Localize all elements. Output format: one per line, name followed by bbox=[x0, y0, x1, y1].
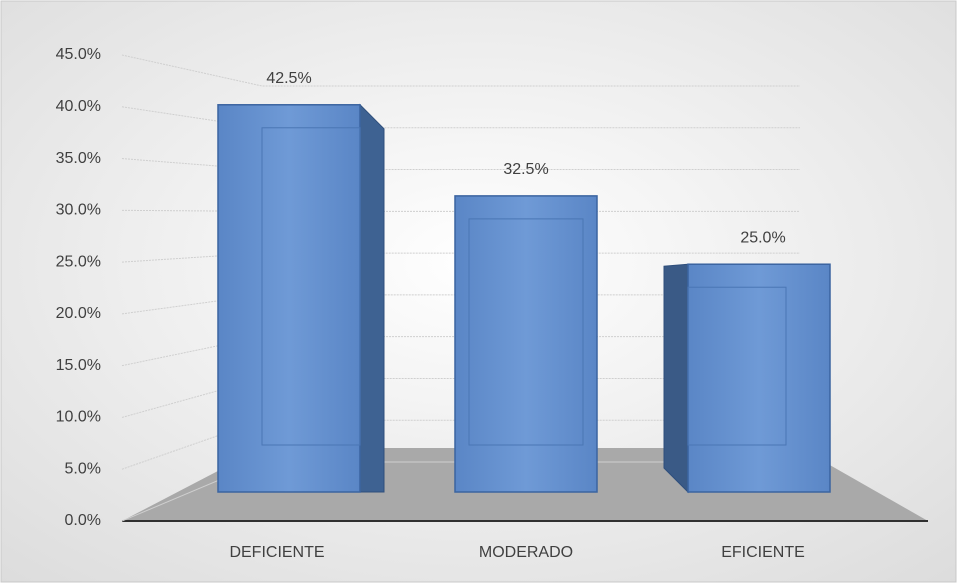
bar bbox=[454, 195, 598, 493]
y-tick-label: 15.0% bbox=[56, 357, 101, 374]
grid-line bbox=[121, 252, 800, 263]
grid-line bbox=[121, 54, 800, 87]
bar-inner bbox=[468, 218, 584, 446]
data-label: 32.5% bbox=[503, 161, 548, 178]
data-label: 42.5% bbox=[266, 70, 311, 87]
y-tick-label: 5.0% bbox=[65, 460, 101, 477]
grid-line bbox=[121, 158, 800, 171]
bar bbox=[687, 263, 831, 493]
y-tick-label: 25.0% bbox=[56, 253, 101, 270]
bar-side bbox=[663, 263, 689, 494]
y-tick-label: 35.0% bbox=[56, 150, 101, 167]
y-tick-label: 10.0% bbox=[56, 409, 101, 426]
bar bbox=[217, 104, 361, 493]
x-tick-label: DEFICIENTE bbox=[229, 544, 324, 561]
y-tick-label: 30.0% bbox=[56, 202, 101, 219]
x-tick-label: MODERADO bbox=[479, 544, 573, 561]
grid-line bbox=[121, 209, 800, 212]
bar-inner bbox=[261, 127, 361, 446]
y-tick-label: 40.0% bbox=[56, 98, 101, 115]
x-tick-label: EFICIENTE bbox=[721, 544, 805, 561]
bar-inner bbox=[687, 286, 787, 446]
data-label: 25.0% bbox=[740, 229, 785, 246]
bar-side bbox=[359, 103, 385, 493]
y-tick-label: 20.0% bbox=[56, 305, 101, 322]
y-tick-label: 0.0% bbox=[65, 512, 101, 529]
y-tick-label: 45.0% bbox=[56, 46, 101, 63]
